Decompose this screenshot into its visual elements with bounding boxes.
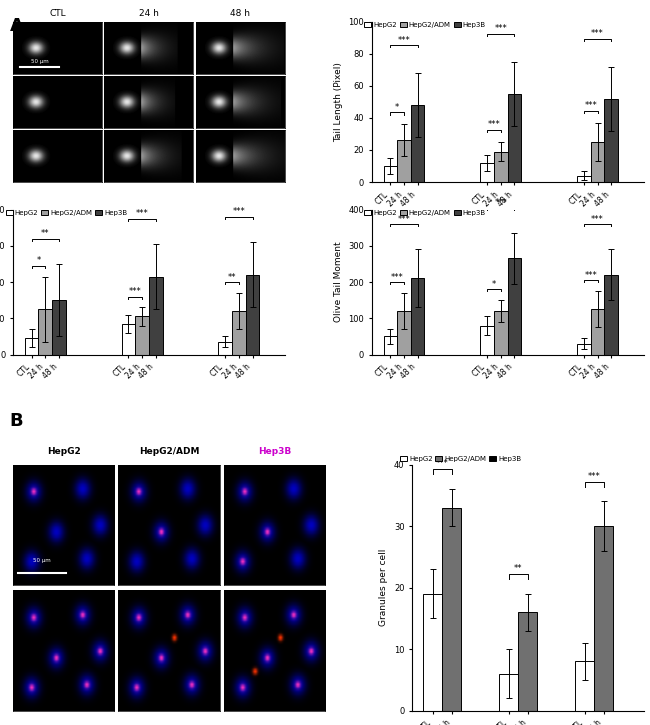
Bar	[397, 141, 411, 182]
Text: A: A	[10, 17, 23, 35]
Bar	[25, 339, 38, 355]
Bar	[384, 166, 397, 182]
Legend: HepG2, HepG2/ADM, Hep3B: HepG2, HepG2/ADM, Hep3B	[361, 207, 489, 219]
Bar	[508, 94, 521, 182]
Legend: HepG2, HepG2/ADM, Hep3B: HepG2, HepG2/ADM, Hep3B	[361, 19, 489, 30]
Text: 48 h: 48 h	[230, 9, 250, 18]
Text: HepG2: HepG2	[47, 447, 81, 456]
Bar	[442, 507, 462, 710]
Bar	[494, 152, 508, 182]
Bar	[577, 344, 591, 355]
Text: ***: ***	[436, 460, 448, 468]
Bar	[135, 317, 149, 355]
Text: ***: ***	[495, 198, 507, 207]
Legend: HepG2, HepG2/ADM, Hep3B: HepG2, HepG2/ADM, Hep3B	[397, 453, 524, 465]
Bar	[499, 674, 518, 710]
Text: ***: ***	[488, 120, 500, 130]
Text: ***: ***	[136, 209, 148, 218]
Bar	[591, 142, 604, 182]
Bar	[149, 277, 162, 355]
Bar	[604, 99, 618, 182]
Text: ***: ***	[592, 29, 604, 38]
Text: 50 μm: 50 μm	[32, 558, 50, 563]
Bar	[423, 594, 442, 710]
Text: HepG2/ADM: HepG2/ADM	[139, 447, 200, 456]
Bar	[480, 163, 494, 182]
Bar	[411, 105, 424, 182]
Bar	[577, 175, 591, 182]
Y-axis label: Olive Tail Moment: Olive Tail Moment	[333, 241, 343, 323]
Bar	[604, 275, 618, 355]
Bar	[494, 311, 508, 355]
Text: **: **	[514, 564, 523, 573]
Bar	[232, 311, 246, 355]
Bar	[384, 336, 397, 355]
Text: *: *	[36, 256, 40, 265]
Bar	[218, 342, 232, 355]
Text: ***: ***	[588, 472, 601, 481]
Legend: HepG2, HepG2/ADM, Hep3B: HepG2, HepG2/ADM, Hep3B	[3, 207, 130, 219]
Bar	[52, 300, 66, 355]
Bar	[594, 526, 614, 710]
Text: ***: ***	[398, 36, 410, 44]
Y-axis label: Tail Length (Pixel): Tail Length (Pixel)	[334, 62, 343, 142]
Text: ***: ***	[495, 25, 507, 33]
Bar	[246, 275, 259, 355]
Bar	[122, 324, 135, 355]
Bar	[411, 278, 424, 355]
Text: **: **	[41, 229, 49, 238]
Bar	[575, 661, 594, 710]
Bar	[591, 310, 604, 355]
Text: 50 μm: 50 μm	[31, 59, 49, 64]
Bar	[38, 310, 52, 355]
Text: CTL: CTL	[49, 9, 66, 18]
Text: *: *	[492, 280, 496, 289]
Text: Hep3B: Hep3B	[258, 447, 291, 456]
Bar	[518, 612, 538, 710]
Text: *: *	[395, 103, 399, 112]
Bar	[508, 259, 521, 355]
Y-axis label: Granules per cell: Granules per cell	[380, 549, 389, 626]
Text: ***: ***	[584, 271, 597, 280]
Bar	[397, 311, 411, 355]
Text: ***: ***	[233, 207, 245, 216]
Bar	[480, 326, 494, 355]
Text: B: B	[10, 412, 23, 430]
Text: 24 h: 24 h	[139, 9, 159, 18]
Text: ***: ***	[391, 273, 404, 281]
Text: ***: ***	[592, 215, 604, 223]
Text: ***: ***	[129, 287, 142, 296]
Text: ***: ***	[584, 102, 597, 110]
Text: **: **	[227, 273, 237, 281]
Text: ***: ***	[398, 215, 410, 223]
